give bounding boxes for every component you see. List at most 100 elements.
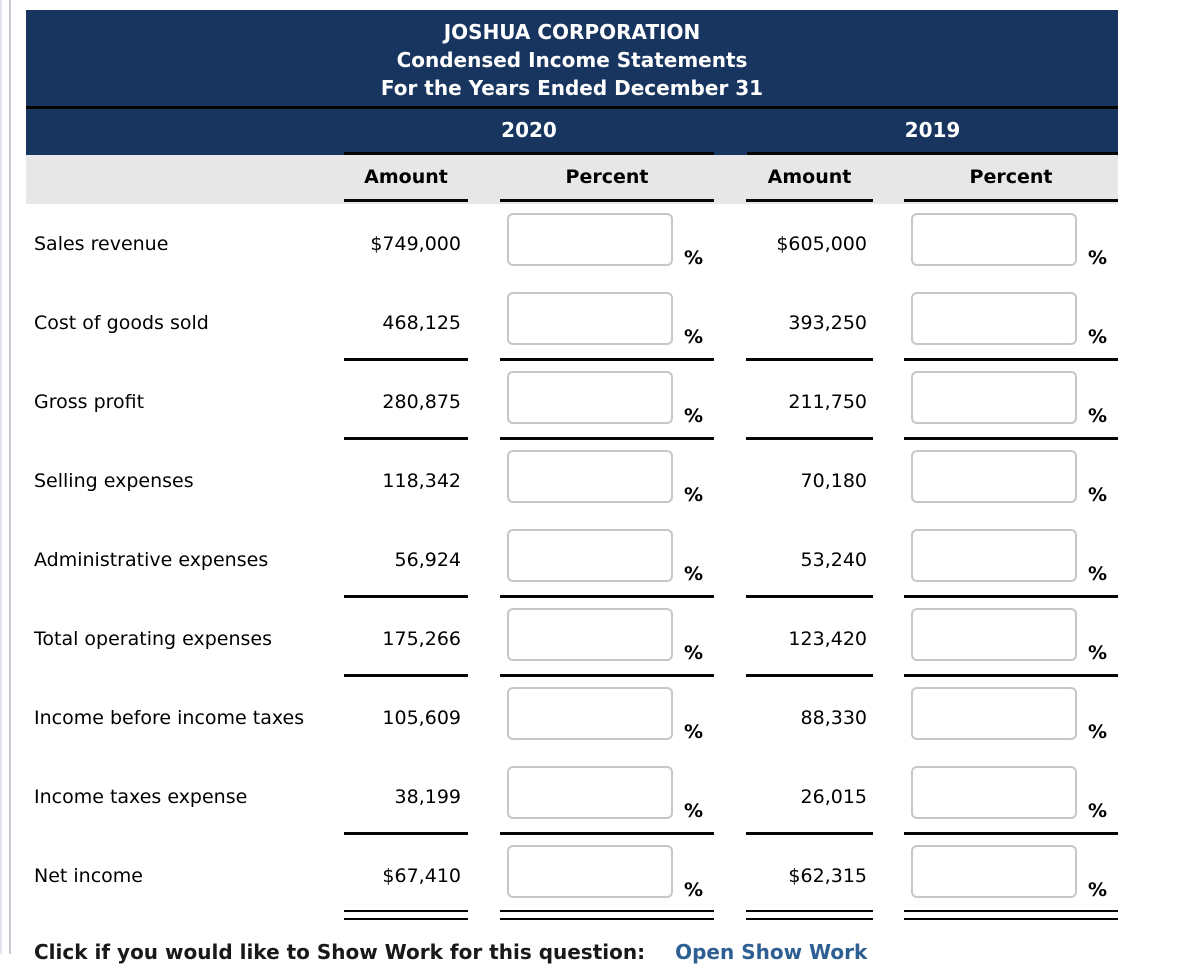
percent-input-2019[interactable] [911,845,1077,898]
percent-sign: % [1088,563,1108,585]
percent-sign: % [684,326,704,348]
row-label: Income taxes expense [34,785,248,808]
percent-sign: % [684,405,704,427]
amount-2019: 26,015 [800,785,867,808]
open-show-work-link[interactable]: Open Show Work [675,940,868,964]
amount-2020: 280,875 [382,390,461,413]
amount-2020: 118,342 [382,469,461,492]
subtotal-rule [344,595,468,598]
percent-input-2020[interactable] [507,529,673,582]
subtotal-rule [746,437,873,440]
show-work-prompt: Click if you would like to Show Work for… [34,940,646,964]
percent-sign: % [684,800,704,822]
double-total-rule [904,910,1118,912]
amount-2019: 70,180 [800,469,867,492]
subtotal-rule [904,437,1118,440]
column-header-underline [344,199,468,202]
subtotal-rule [904,832,1118,835]
percent-sign: % [1088,879,1108,901]
amount-2020: 56,924 [394,548,461,571]
percent-input-2020[interactable] [507,371,673,424]
percent-input-2019[interactable] [911,213,1077,266]
subtotal-rule [746,595,873,598]
percent-sign: % [684,563,704,585]
percent-sign: % [1088,800,1108,822]
amount-2019: 211,750 [788,390,867,413]
percent-input-2019[interactable] [911,687,1077,740]
table-row-income-before-income-taxes: Income before income taxes 105,609 % 88,… [26,678,1118,757]
subtotal-rule [344,358,468,361]
percent-input-2019[interactable] [911,766,1077,819]
column-header-underline [904,199,1118,202]
subtotal-rule [500,437,714,440]
percent-sign: % [1088,247,1108,269]
amount-2020: 38,199 [394,785,461,808]
row-label: Administrative expenses [34,548,269,571]
table-row-net-income: Net income $67,410 % $62,315 % [26,836,1118,920]
percent-input-2020[interactable] [507,766,673,819]
subtotal-rule [344,437,468,440]
percent-input-2020[interactable] [507,292,673,345]
statement-title-band: JOSHUA CORPORATION Condensed Income Stat… [26,10,1118,106]
percent-sign: % [1088,326,1108,348]
percent-sign: % [684,879,704,901]
subtotal-rule [904,358,1118,361]
amount-2020: $67,410 [382,864,461,887]
amount-2019: 393,250 [788,311,867,334]
percent-input-2020[interactable] [507,845,673,898]
title-divider-rule [26,106,1118,109]
amount-2019: 123,420 [788,627,867,650]
double-total-rule [746,910,873,912]
table-row-selling-expenses: Selling expenses 118,342 % 70,180 % [26,441,1118,520]
company-name: JOSHUA CORPORATION [443,20,701,44]
amount-2019: $62,315 [788,864,867,887]
percent-sign: % [684,484,704,506]
year-header-band: 2020 2019 [26,109,1118,155]
subtotal-rule [500,674,714,677]
row-label: Total operating expenses [34,627,272,650]
amount-2019: 53,240 [800,548,867,571]
column-header-band: Amount Percent Amount Percent [26,155,1118,204]
percent-input-2019[interactable] [911,450,1077,503]
subtotal-rule [746,832,873,835]
subtotal-rule [500,358,714,361]
double-total-rule [500,910,714,912]
percent-input-2019[interactable] [911,529,1077,582]
subtotal-rule [904,674,1118,677]
amount-2020: 105,609 [382,706,461,729]
double-total-rule [746,918,873,920]
percent-input-2020[interactable] [507,213,673,266]
percent-input-2019[interactable] [911,608,1077,661]
row-label: Income before income taxes [34,706,305,729]
percent-sign: % [1088,642,1108,664]
percent-input-2020[interactable] [507,608,673,661]
column-header-percent-2019: Percent [969,166,1053,188]
row-label: Net income [34,864,143,887]
amount-2019: $605,000 [776,232,867,255]
year-2019-underline [747,152,1118,155]
subtotal-rule [344,674,468,677]
table-row-cost-of-goods-sold: Cost of goods sold 468,125 % 393,250 % [26,283,1118,362]
percent-input-2019[interactable] [911,292,1077,345]
row-label: Sales revenue [34,232,169,255]
percent-input-2020[interactable] [507,687,673,740]
column-header-amount-2019: Amount [767,166,852,188]
column-header-percent-2020: Percent [565,166,649,188]
double-total-rule [500,918,714,920]
percent-input-2020[interactable] [507,450,673,503]
percent-sign: % [684,721,704,743]
subtotal-rule [746,674,873,677]
statement-period: For the Years Ended December 31 [380,76,764,100]
table-row-income-taxes-expense: Income taxes expense 38,199 % 26,015 % [26,757,1118,836]
table-row-sales-revenue: Sales revenue $749,000 % $605,000 % [26,204,1118,283]
subtotal-rule [904,595,1118,598]
percent-input-2019[interactable] [911,371,1077,424]
percent-sign: % [1088,721,1108,743]
double-total-rule [904,918,1118,920]
year-header-2020: 2020 [501,118,557,142]
column-header-underline [746,199,873,202]
percent-sign: % [684,642,704,664]
table-row-gross-profit: Gross profit 280,875 % 211,750 % [26,362,1118,441]
column-header-amount-2020: Amount [364,166,448,188]
page-left-edge [0,0,2,954]
